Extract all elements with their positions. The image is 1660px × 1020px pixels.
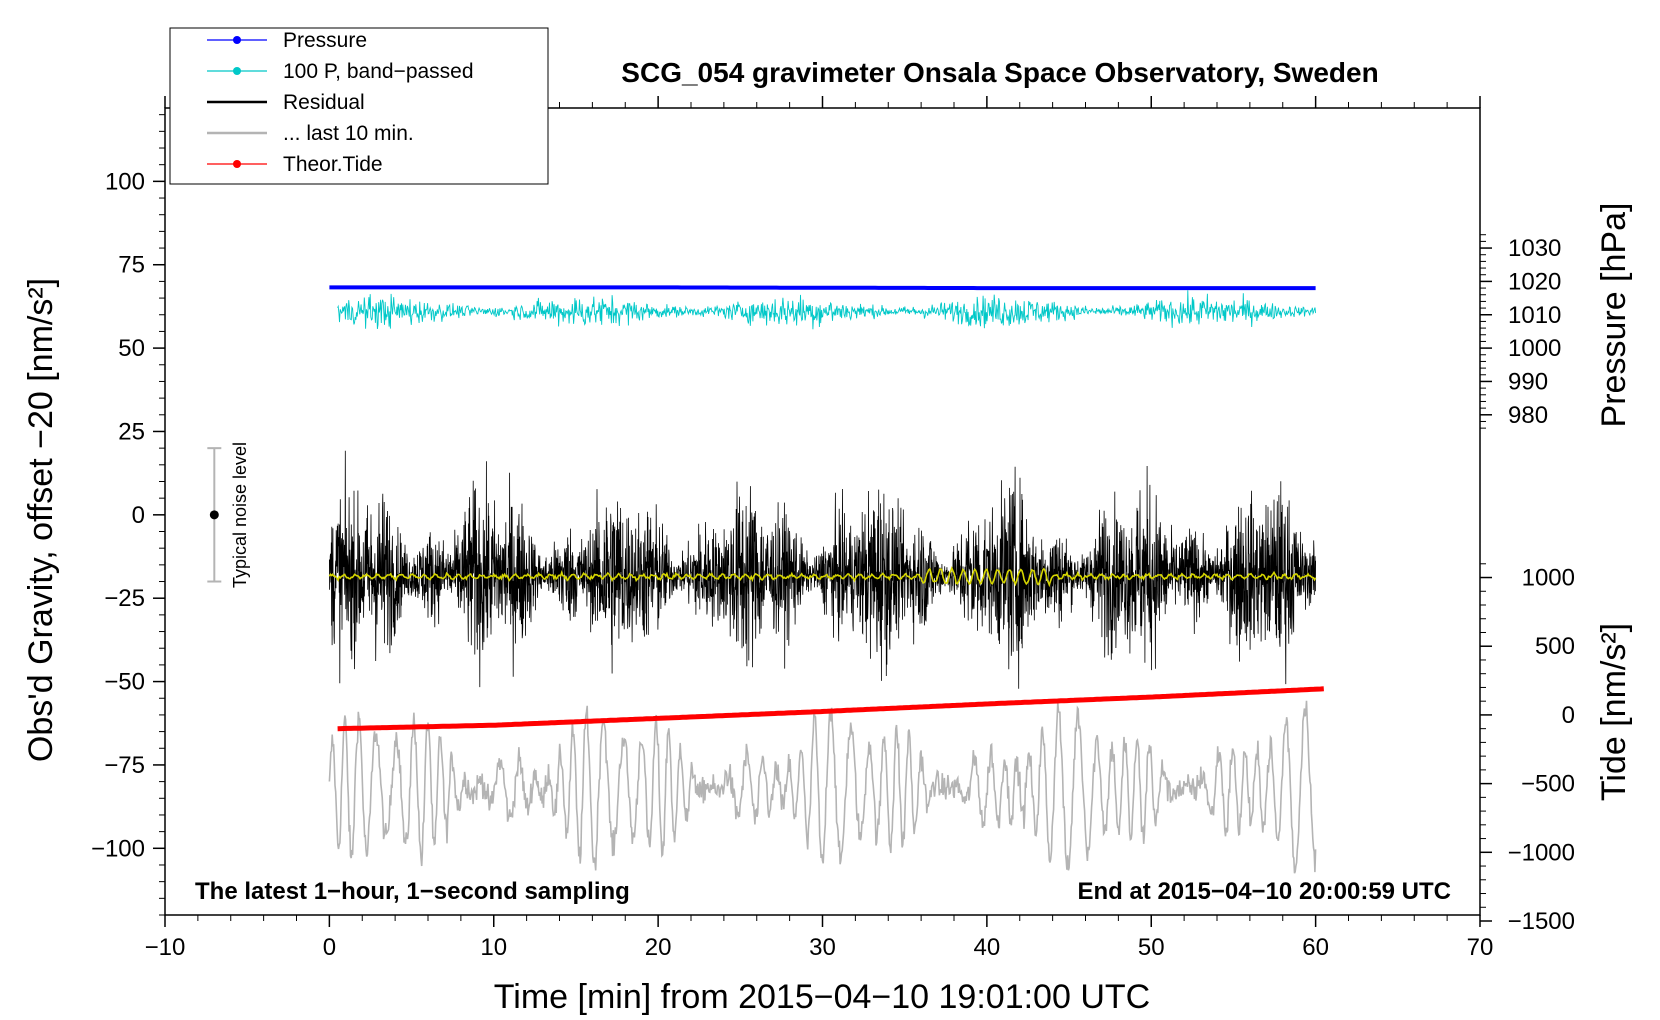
noise-level-label: Typical noise level — [230, 442, 250, 588]
tide-tick-label: 0 — [1562, 702, 1575, 729]
pressure-tick-label: 1000 — [1508, 335, 1561, 362]
legend-label: Theor.Tide — [283, 153, 383, 176]
series-pressure-line — [329, 285, 1316, 291]
y-axis-title-tide: Tide [nm/s²] — [1595, 623, 1633, 801]
legend-marker — [233, 160, 241, 168]
noise-bar-center-dot — [209, 510, 219, 520]
y-tick-label: 0 — [132, 502, 145, 529]
noise-bar-layer — [207, 447, 222, 583]
x-tick-label: −10 — [145, 934, 186, 961]
series-layer — [328, 285, 1324, 874]
x-tick-label: 30 — [809, 934, 836, 961]
y-tick-label: 25 — [118, 418, 145, 445]
series-pressure-bandpassed-line — [337, 290, 1317, 330]
legend-box — [169, 27, 549, 185]
pressure-tick-label: 980 — [1508, 402, 1548, 429]
chart-title: SCG_054 gravimeter Onsala Space Observat… — [621, 57, 1378, 88]
y-tick-label: −75 — [104, 752, 145, 779]
y-tick-label: 75 — [118, 252, 145, 279]
legend: Pressure 100 P, band−passed Residual ... la… — [169, 27, 549, 185]
tide-tick-label: −1500 — [1508, 908, 1575, 935]
x-tick-label: 60 — [1302, 934, 1329, 961]
y-tick-label: 100 — [105, 168, 145, 195]
y-axis-title-pressure: Pressure [hPa] — [1595, 203, 1633, 428]
y-tick-label: −50 — [104, 669, 145, 696]
pressure-tick-label: 1020 — [1508, 268, 1561, 295]
legend-marker — [233, 67, 241, 75]
x-axis-title: Time [min] from 2015−04−10 19:01:00 UTC — [494, 978, 1150, 1016]
x-tick-label: 0 — [323, 934, 336, 961]
x-tick-label: 40 — [974, 934, 1001, 961]
y-axis-title-left: Obs'd Gravity, offset −20 [nm/s²] — [22, 278, 60, 762]
annotation-bottom-right: End at 2015−04−10 20:00:59 UTC — [1077, 878, 1451, 905]
pressure-tick-label: 990 — [1508, 368, 1548, 395]
y-tick-label: −25 — [104, 585, 145, 612]
x-tick-label: 10 — [480, 934, 507, 961]
x-tick-label: 70 — [1467, 934, 1494, 961]
tick-layer: −10 0 10 20 30 40 50 60 70−100−75−50−25025507510… — [91, 96, 1575, 961]
legend-label: ... last 10 min. — [283, 122, 414, 145]
legend-label: Residual — [283, 91, 365, 114]
pressure-tick-label: 1010 — [1508, 302, 1561, 329]
series-residual-line — [329, 450, 1316, 689]
tide-tick-label: 500 — [1535, 633, 1575, 660]
tide-tick-label: −500 — [1521, 771, 1575, 798]
legend-label: 100 P, band−passed — [283, 60, 474, 83]
series-residual-smoothed-line — [328, 566, 1317, 588]
annotation-bottom-left: The latest 1−hour, 1−second sampling — [195, 878, 630, 905]
series-theoretical-tide-line — [337, 686, 1324, 732]
tide-tick-label: 1000 — [1522, 565, 1575, 592]
series-last-10-min-line — [328, 700, 1317, 874]
x-tick-label: 50 — [1138, 934, 1165, 961]
pressure-tick-label: 1030 — [1508, 235, 1561, 262]
legend-label: Pressure — [283, 29, 367, 52]
legend-marker — [233, 36, 241, 44]
y-tick-label: 50 — [118, 335, 145, 362]
legend-items: Pressure 100 P, band−passed Residual ... la… — [207, 29, 474, 176]
tide-tick-label: −1000 — [1508, 839, 1575, 866]
y-tick-label: −100 — [91, 835, 145, 862]
x-tick-label: 20 — [645, 934, 672, 961]
